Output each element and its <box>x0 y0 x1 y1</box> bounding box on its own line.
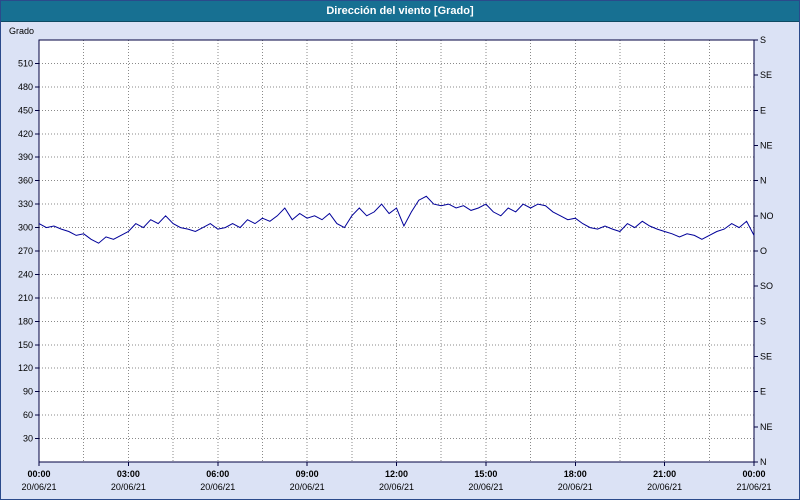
wind-direction-series-line <box>38 195 755 244</box>
y-tick-label: 270 <box>18 246 33 256</box>
x-tick-date-label: 20/06/21 <box>468 482 503 492</box>
left-axis: 510 480 450 420 390 360 330 300 270 240 210 180 150 1… <box>9 26 39 444</box>
x-tick-date-label: 20/06/21 <box>379 482 414 492</box>
chart-svg: 510 480 450 420 390 360 330 300 270 240 210 180 150 1… <box>9 26 774 492</box>
x-tick-time-label: 00:00 <box>742 469 765 479</box>
compass-tick-label: SO <box>760 281 773 291</box>
y-tick-label: 240 <box>18 269 33 279</box>
y-tick-label: 330 <box>18 199 33 209</box>
compass-tick-label: N <box>760 457 767 467</box>
y-tick-label: 420 <box>18 129 33 139</box>
compass-tick-label: NE <box>760 141 773 151</box>
right-axis: S SE E NE N NO O SO S SE E NE N <box>754 35 774 467</box>
compass-tick-label: E <box>760 387 766 397</box>
y-tick-label: 60 <box>23 410 33 420</box>
y-tick-label: 390 <box>18 152 33 162</box>
compass-tick-label: O <box>760 246 767 256</box>
x-tick-time-label: 12:00 <box>385 469 408 479</box>
x-tick-date-label: 20/06/21 <box>558 482 593 492</box>
y-tick-label: 510 <box>18 58 33 68</box>
x-tick-time-label: 09:00 <box>296 469 319 479</box>
x-tick-time-label: 18:00 <box>564 469 587 479</box>
y-tick-label: 210 <box>18 293 33 303</box>
y-tick-label: 30 <box>23 434 33 444</box>
compass-tick-label: SE <box>760 352 772 362</box>
x-tick-time-label: 21:00 <box>653 469 676 479</box>
compass-tick-label: SE <box>760 70 772 80</box>
compass-tick-label: S <box>760 316 766 326</box>
compass-tick-label: NO <box>760 211 774 221</box>
compass-tick-label: N <box>760 176 767 186</box>
x-tick-date-label: 20/06/21 <box>111 482 146 492</box>
x-tick-time-label: 06:00 <box>206 469 229 479</box>
x-tick-date-label: 20/06/21 <box>647 482 682 492</box>
x-tick-time-label: 03:00 <box>117 469 140 479</box>
compass-tick-label: NE <box>760 422 773 432</box>
y-tick-label: 90 <box>23 387 33 397</box>
title-bar: Dirección del viento [Grado] <box>1 1 799 22</box>
bottom-axis: 00:00 20/06/21 03:00 20/06/21 06:00 20/06/21 0… <box>21 462 772 492</box>
x-tick-date-label: 20/06/21 <box>200 482 235 492</box>
x-tick-time-label: 00:00 <box>27 469 50 479</box>
y-tick-label: 150 <box>18 340 33 350</box>
x-tick-date-label: 21/06/21 <box>736 482 771 492</box>
chart-title: Dirección del viento [Grado] <box>326 5 474 17</box>
y-tick-label: 120 <box>18 363 33 373</box>
y-tick-label: 180 <box>18 316 33 326</box>
x-tick-date-label: 20/06/21 <box>21 482 56 492</box>
x-tick-date-label: 20/06/21 <box>290 482 325 492</box>
compass-tick-label: S <box>760 35 766 45</box>
y-tick-label: 480 <box>18 82 33 92</box>
y-tick-label: 300 <box>18 223 33 233</box>
compass-tick-label: E <box>760 105 766 115</box>
y-tick-label: 450 <box>18 105 33 115</box>
x-tick-time-label: 15:00 <box>474 469 497 479</box>
y-tick-label: 360 <box>18 176 33 186</box>
y-axis-unit-label: Grado <box>9 26 34 36</box>
chart-area: 510 480 450 420 390 360 330 300 270 240 210 180 150 1… <box>1 22 799 499</box>
grid-lines <box>39 40 754 462</box>
